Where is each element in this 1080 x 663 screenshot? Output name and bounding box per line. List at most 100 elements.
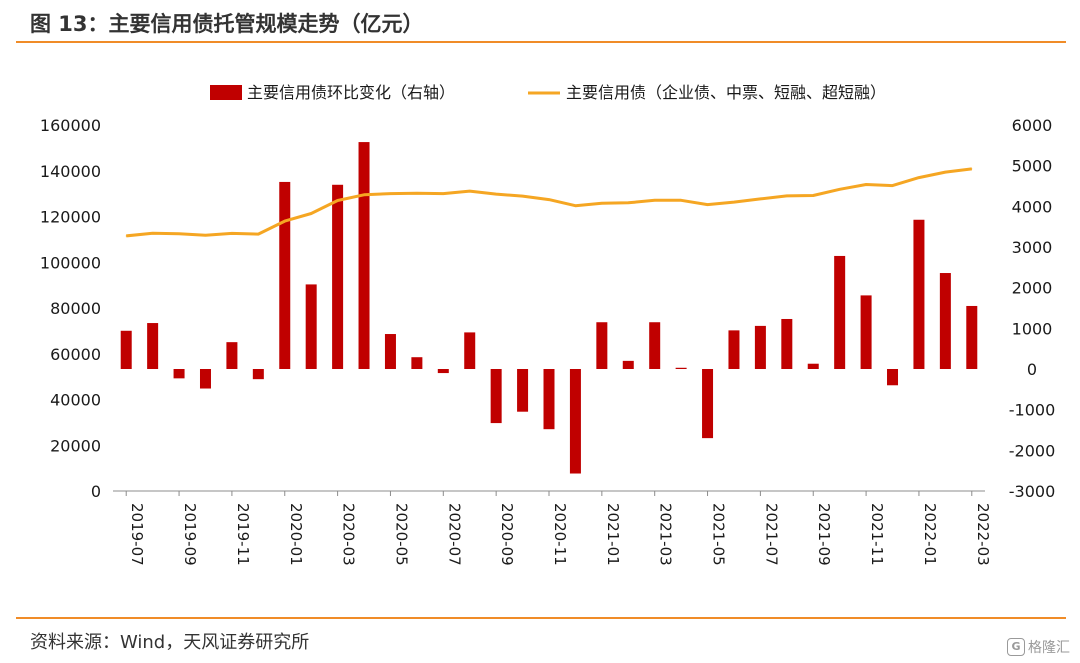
bar-2021-03 [649, 322, 661, 369]
line-point-2022-03 [971, 168, 973, 170]
line-point-2021-12 [892, 185, 894, 187]
line-point-2021-06 [733, 201, 735, 203]
bar-2021-06 [728, 330, 740, 369]
line-point-2020-07 [442, 193, 444, 195]
bar-2020-07 [437, 369, 449, 374]
line-point-2021-08 [786, 195, 788, 197]
watermark-logo-icon: G [1007, 638, 1025, 656]
left-axis-tick-label: 80000 [50, 299, 101, 318]
x-axis-tick-label: 2020-03 [340, 503, 358, 566]
line-point-2019-11 [231, 232, 233, 234]
line-point-2019-12 [257, 233, 259, 235]
line-point-2021-03 [654, 199, 656, 201]
line-point-2019-10 [204, 234, 206, 236]
line-point-2021-01 [601, 202, 603, 204]
x-axis-tick-label: 2019-09 [181, 503, 199, 566]
line-point-2021-04 [680, 199, 682, 201]
bar-2021-08 [781, 318, 793, 369]
line-point-2021-09 [812, 194, 814, 196]
left-axis-tick-label: 160000 [40, 116, 101, 135]
line-point-2020-03 [337, 199, 339, 201]
x-axis-tick-label: 2020-01 [287, 503, 305, 566]
line-point-2021-11 [865, 183, 867, 185]
bar-2019-12 [252, 369, 264, 380]
bar-2021-01 [596, 322, 608, 369]
x-axis-tick-label: 2021-03 [657, 503, 675, 566]
x-axis-tick-label: 2022-01 [921, 503, 939, 566]
legend-bar-swatch [210, 85, 242, 100]
x-axis-tick-label: 2020-11 [551, 503, 569, 566]
bar-2021-11 [860, 295, 872, 369]
source-note: 资料来源：Wind，天风证券研究所 [30, 632, 310, 653]
bar-2020-03 [332, 184, 344, 369]
footer-divider [16, 617, 1066, 619]
right-axis-tick-label: -3000 [1009, 482, 1056, 501]
line-point-2021-10 [839, 188, 841, 190]
x-axis-tick-label: 2022-03 [974, 503, 992, 566]
line-point-2019-07 [125, 235, 127, 237]
x-axis-tick-label: 2019-11 [234, 503, 252, 566]
watermark-text: 格隆汇 [1028, 640, 1070, 656]
bar-2020-11 [543, 369, 555, 430]
bar-2020-06 [411, 357, 423, 369]
line-point-2020-10 [522, 195, 524, 197]
bar-2020-01 [279, 181, 291, 369]
bar-2020-02 [305, 284, 317, 369]
bar-2021-04 [675, 367, 687, 369]
left-axis-tick-label: 60000 [50, 345, 101, 364]
x-axis-tick-label: 2020-05 [392, 503, 410, 566]
line-point-2021-05 [707, 204, 709, 206]
bar-2020-08 [464, 332, 476, 369]
bar-2021-02 [622, 360, 634, 369]
bar-2022-03 [966, 305, 978, 369]
right-axis-tick-label: -2000 [1009, 441, 1056, 460]
bar-2020-05 [384, 334, 396, 369]
right-axis-tick-label: 5000 [1012, 157, 1053, 176]
x-axis-tick-label: 2021-01 [604, 503, 622, 566]
line-point-2019-08 [152, 232, 154, 234]
line-point-2020-02 [310, 213, 312, 215]
right-axis-tick-label: -1000 [1009, 401, 1056, 420]
axes: 0200004000060000800001000001200001400001… [40, 116, 1055, 566]
bar-2020-04 [358, 142, 370, 369]
bar-2019-08 [147, 323, 159, 369]
bar-2022-02 [939, 273, 951, 369]
bar-2019-11 [226, 342, 238, 369]
title-divider [16, 41, 1066, 43]
line-point-2020-06 [416, 192, 418, 194]
x-axis-tick-label: 2021-11 [868, 503, 886, 566]
line-point-2019-09 [178, 233, 180, 235]
bar-2020-12 [569, 369, 581, 474]
legend-line-label: 主要信用债（企业债、中票、短融、超短融） [566, 83, 886, 102]
x-axis-tick-label: 2021-07 [762, 503, 780, 566]
left-axis-tick-label: 120000 [40, 208, 101, 227]
left-axis-tick-label: 140000 [40, 162, 101, 181]
x-axis-tick-label: 2021-09 [815, 503, 833, 566]
bar-2021-05 [702, 369, 714, 439]
x-axis-tick-label: 2020-07 [445, 503, 463, 566]
right-axis-tick-label: 1000 [1012, 319, 1053, 338]
line-point-2020-04 [363, 194, 365, 196]
line-point-2020-05 [389, 193, 391, 195]
bar-2019-07 [120, 330, 132, 369]
bar-2019-10 [199, 369, 211, 389]
right-axis-tick-label: 3000 [1012, 238, 1053, 257]
left-axis-tick-label: 40000 [50, 391, 101, 410]
left-axis-tick-label: 0 [91, 482, 101, 501]
bar-2021-07 [754, 325, 766, 369]
line-point-2020-01 [284, 220, 286, 222]
figure-title: 图 13：主要信用债托管规模走势（亿元） [30, 12, 424, 36]
line-point-2020-08 [469, 190, 471, 192]
line-point-2021-02 [627, 202, 629, 204]
bar-2021-10 [834, 255, 846, 369]
left-axis-tick-label: 100000 [40, 253, 101, 272]
x-axis-tick-label: 2021-05 [710, 503, 728, 566]
bar-2020-09 [490, 369, 502, 424]
line-series [125, 167, 973, 238]
x-axis-tick-label: 2020-09 [498, 503, 516, 566]
bar-2021-12 [887, 369, 899, 386]
x-axis-tick-label: 2019-07 [128, 503, 146, 566]
legend: 主要信用债环比变化（右轴） 主要信用债（企业债、中票、短融、超短融） [210, 83, 886, 102]
right-axis-tick-label: 2000 [1012, 279, 1053, 298]
